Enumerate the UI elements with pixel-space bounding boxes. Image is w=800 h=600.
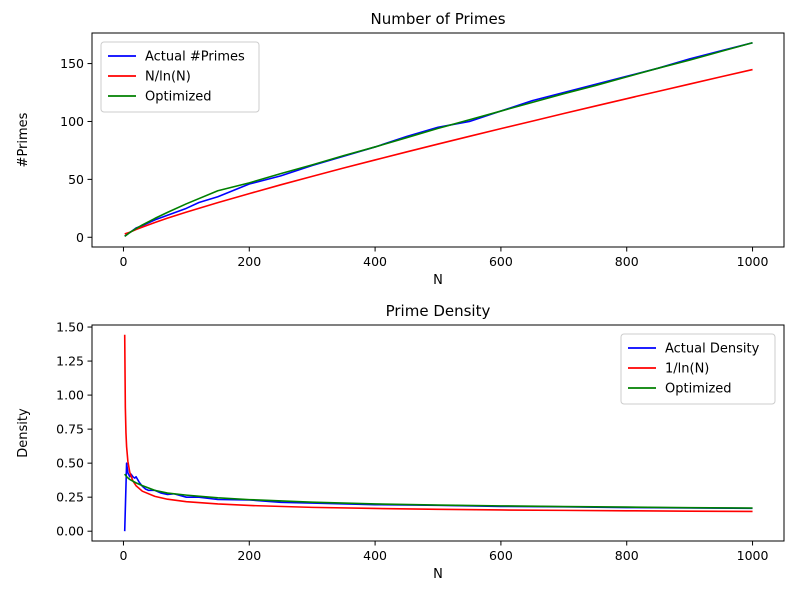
x-tick-label: 0 <box>119 548 127 563</box>
series-line-n-ln-n- <box>124 68 753 235</box>
x-tick-label: 200 <box>237 548 261 563</box>
legend-label: Actual Density <box>665 342 760 357</box>
y-tick-label: 1.50 <box>56 320 84 335</box>
y-tick-label: 1.25 <box>56 354 84 369</box>
x-tick-label: 400 <box>363 254 387 269</box>
x-tick-label: 1000 <box>737 254 769 269</box>
legend: Actual #Primes N/ln(N) Optimized <box>100 41 260 113</box>
y-tick-label: 1.00 <box>56 388 84 403</box>
series-line-1-ln-n- <box>123 334 753 513</box>
y-axis-label: #Primes <box>16 112 31 167</box>
x-tick-label: 800 <box>615 548 639 563</box>
axes-frame <box>91 32 785 248</box>
x-tick-label: 0 <box>119 254 127 269</box>
chart-title: Prime Density <box>386 302 491 320</box>
chart-2: 0 200 400 600 800 1000 0.00 0.25 0.50 0.75 1.00 1.2… <box>16 302 785 582</box>
x-tick-label: 800 <box>615 254 639 269</box>
y-tick-label: 0.75 <box>56 422 84 437</box>
axes-frame <box>91 324 785 542</box>
legend-label: Optimized <box>145 90 212 105</box>
y-axis-label: Density <box>16 408 31 458</box>
x-tick-label: 1000 <box>737 548 769 563</box>
legend: Actual Density 1/ln(N) Optimized <box>620 333 776 405</box>
x-tick-label: 600 <box>489 548 513 563</box>
series-line-optimized <box>124 473 753 509</box>
x-axis-label: N <box>433 273 443 288</box>
x-tick-label: 200 <box>237 254 261 269</box>
y-tick-label: 0.50 <box>56 456 84 471</box>
x-tick-label: 400 <box>363 548 387 563</box>
y-tick-label: 0.25 <box>56 490 84 505</box>
legend-box <box>100 41 260 113</box>
legend-label: Optimized <box>665 382 732 397</box>
y-tick-label: 150 <box>60 56 84 71</box>
series-line-optimized <box>124 41 753 237</box>
legend-box <box>620 333 776 405</box>
y-tick-label: 100 <box>60 114 84 129</box>
legend-label: N/ln(N) <box>145 70 191 85</box>
chart-title: Number of Primes <box>370 10 505 28</box>
legend-label: Actual #Primes <box>145 50 245 65</box>
y-tick-label: 50 <box>68 172 84 187</box>
y-tick-label: 0.00 <box>56 524 84 539</box>
x-tick-label: 600 <box>489 254 513 269</box>
chart-1: 0 200 400 600 800 1000 0 50 100 150 Number of Prim… <box>16 10 785 288</box>
y-tick-label: 0 <box>76 230 84 245</box>
x-axis-label: N <box>433 567 443 582</box>
legend-label: 1/ln(N) <box>665 362 709 377</box>
